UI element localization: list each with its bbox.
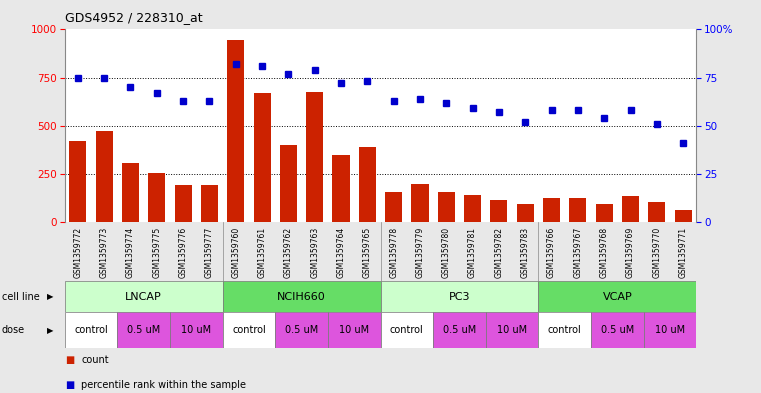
Bar: [253, 93, 271, 222]
Bar: [591, 312, 644, 348]
Text: GSM1359761: GSM1359761: [257, 227, 266, 278]
Bar: [223, 281, 380, 312]
Text: NCIH660: NCIH660: [277, 292, 326, 302]
Text: GSM1359767: GSM1359767: [573, 227, 582, 278]
Bar: [328, 312, 380, 348]
Bar: [486, 312, 539, 348]
Bar: [117, 312, 170, 348]
Text: VCAP: VCAP: [603, 292, 632, 302]
Bar: [280, 145, 297, 222]
Bar: [275, 312, 328, 348]
Bar: [228, 40, 244, 222]
Bar: [412, 184, 428, 222]
Text: dose: dose: [2, 325, 24, 335]
Text: 0.5 uM: 0.5 uM: [443, 325, 476, 335]
Bar: [490, 200, 508, 222]
Text: LNCAP: LNCAP: [126, 292, 162, 302]
Text: GSM1359762: GSM1359762: [284, 227, 293, 278]
Bar: [201, 185, 218, 222]
Bar: [385, 192, 403, 222]
Bar: [433, 312, 486, 348]
Text: 0.5 uM: 0.5 uM: [600, 325, 634, 335]
Text: GSM1359772: GSM1359772: [73, 227, 82, 278]
Text: GSM1359777: GSM1359777: [205, 227, 214, 278]
Bar: [674, 209, 692, 222]
Text: percentile rank within the sample: percentile rank within the sample: [81, 380, 247, 390]
Text: GSM1359771: GSM1359771: [679, 227, 688, 278]
Text: 0.5 uM: 0.5 uM: [285, 325, 318, 335]
Text: GSM1359760: GSM1359760: [231, 227, 240, 278]
Text: 10 uM: 10 uM: [655, 325, 685, 335]
Bar: [358, 147, 376, 222]
Text: GSM1359780: GSM1359780: [442, 227, 451, 278]
Text: control: control: [548, 325, 581, 335]
Bar: [543, 198, 560, 222]
Text: 10 uM: 10 uM: [497, 325, 527, 335]
Bar: [223, 312, 275, 348]
Text: GSM1359775: GSM1359775: [152, 227, 161, 278]
Text: GSM1359781: GSM1359781: [468, 227, 477, 278]
Text: GDS4952 / 228310_at: GDS4952 / 228310_at: [65, 11, 202, 24]
Text: GSM1359776: GSM1359776: [179, 227, 188, 278]
Bar: [517, 204, 533, 222]
Text: control: control: [232, 325, 266, 335]
Text: GSM1359773: GSM1359773: [100, 227, 109, 278]
Bar: [596, 204, 613, 222]
Bar: [464, 195, 481, 222]
Text: GSM1359768: GSM1359768: [600, 227, 609, 278]
Text: GSM1359779: GSM1359779: [416, 227, 425, 278]
Bar: [380, 312, 433, 348]
Text: GSM1359770: GSM1359770: [652, 227, 661, 278]
Bar: [333, 154, 349, 222]
Bar: [569, 198, 587, 222]
Bar: [380, 281, 539, 312]
Text: GSM1359769: GSM1359769: [626, 227, 635, 278]
Text: 10 uM: 10 uM: [339, 325, 369, 335]
Bar: [644, 312, 696, 348]
Bar: [69, 141, 87, 222]
Bar: [306, 92, 323, 222]
Bar: [622, 196, 639, 222]
Bar: [438, 192, 455, 222]
Text: 10 uM: 10 uM: [181, 325, 212, 335]
Text: GSM1359783: GSM1359783: [521, 227, 530, 278]
Bar: [174, 185, 192, 222]
Bar: [539, 312, 591, 348]
Bar: [648, 202, 665, 222]
Text: control: control: [74, 325, 108, 335]
Text: GSM1359764: GSM1359764: [336, 227, 345, 278]
Text: ■: ■: [65, 355, 74, 365]
Bar: [539, 281, 696, 312]
Text: GSM1359766: GSM1359766: [547, 227, 556, 278]
Text: ▶: ▶: [46, 326, 53, 334]
Text: GSM1359778: GSM1359778: [389, 227, 398, 278]
Text: GSM1359765: GSM1359765: [363, 227, 372, 278]
Bar: [122, 163, 139, 222]
Text: control: control: [390, 325, 424, 335]
Bar: [148, 173, 165, 222]
Text: ■: ■: [65, 380, 74, 390]
Text: 0.5 uM: 0.5 uM: [127, 325, 161, 335]
Text: ▶: ▶: [46, 292, 53, 301]
Bar: [96, 130, 113, 222]
Text: PC3: PC3: [449, 292, 470, 302]
Text: count: count: [81, 355, 109, 365]
Bar: [170, 312, 223, 348]
Text: GSM1359763: GSM1359763: [310, 227, 319, 278]
Text: cell line: cell line: [2, 292, 40, 302]
Bar: [65, 312, 117, 348]
Text: GSM1359774: GSM1359774: [126, 227, 135, 278]
Text: GSM1359782: GSM1359782: [495, 227, 504, 278]
Bar: [65, 281, 223, 312]
